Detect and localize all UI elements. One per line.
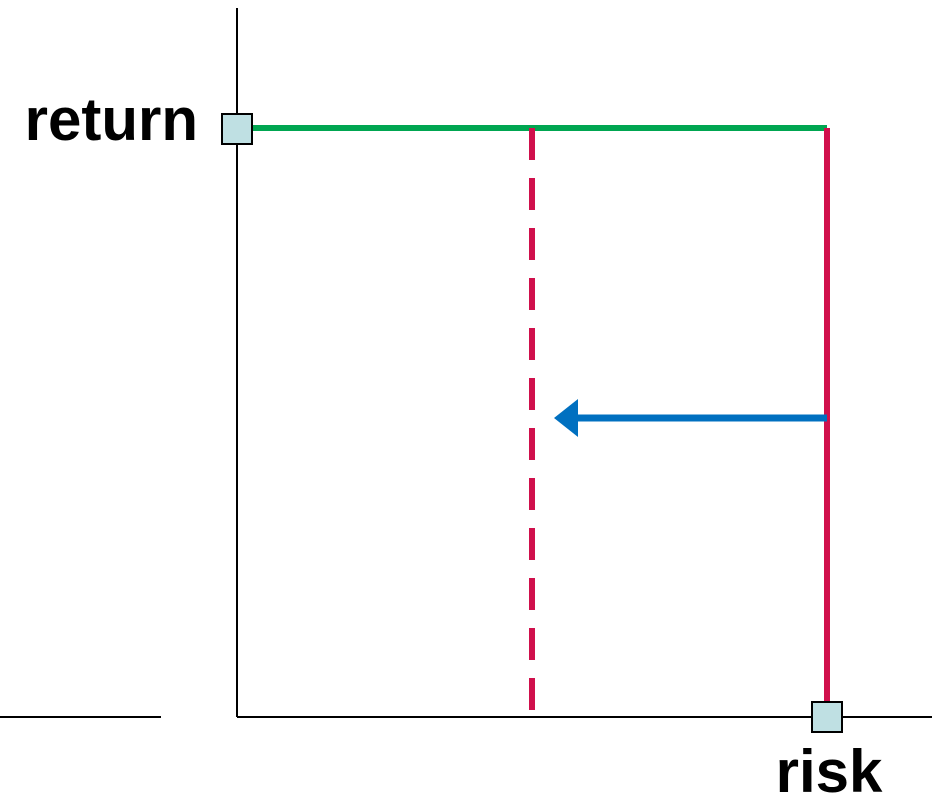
x-axis-label: risk — [776, 738, 883, 795]
y-axis-label: return — [25, 86, 198, 153]
risk-axis-marker — [811, 701, 843, 733]
arrow-left-icon — [554, 399, 578, 437]
return-axis-marker — [221, 113, 253, 145]
